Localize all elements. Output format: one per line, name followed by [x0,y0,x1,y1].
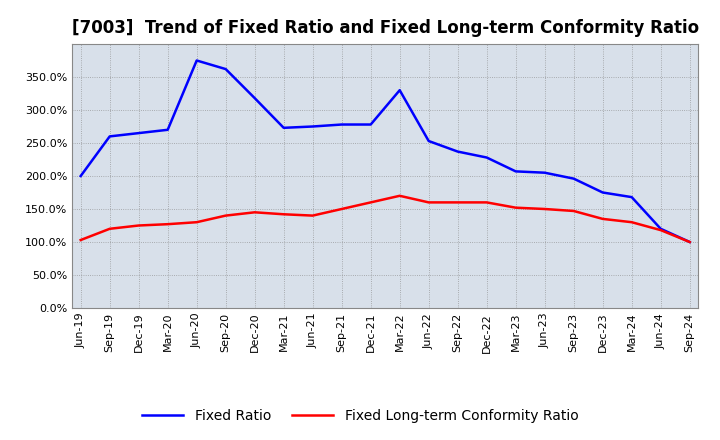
Fixed Ratio [105,134,114,139]
Fixed Long-term Conformity Ratio [135,223,143,228]
Fixed Long-term Conformity Ratio [454,200,462,205]
Fixed Long-term Conformity Ratio [685,239,694,245]
Fixed Long-term Conformity Ratio [541,206,549,212]
Fixed Ratio [627,194,636,200]
Fixed Ratio [511,169,520,174]
Fixed Ratio [366,122,375,127]
Fixed Ratio [685,239,694,245]
Fixed Long-term Conformity Ratio [192,220,201,225]
Fixed Ratio [338,122,346,127]
Fixed Long-term Conformity Ratio [163,221,172,227]
Fixed Ratio [454,149,462,154]
Fixed Ratio [482,155,491,160]
Fixed Long-term Conformity Ratio [627,220,636,225]
Fixed Long-term Conformity Ratio [366,200,375,205]
Fixed Ratio [598,190,607,195]
Fixed Long-term Conformity Ratio [338,206,346,212]
Fixed Ratio [395,88,404,93]
Fixed Long-term Conformity Ratio [395,193,404,198]
Fixed Long-term Conformity Ratio [424,200,433,205]
Fixed Long-term Conformity Ratio [221,213,230,218]
Fixed Ratio [221,66,230,72]
Fixed Long-term Conformity Ratio [482,200,491,205]
Fixed Ratio [570,176,578,181]
Fixed Long-term Conformity Ratio [76,238,85,243]
Fixed Long-term Conformity Ratio [279,212,288,217]
Legend: Fixed Ratio, Fixed Long-term Conformity Ratio: Fixed Ratio, Fixed Long-term Conformity … [136,403,584,429]
Fixed Ratio [192,58,201,63]
Fixed Ratio [657,226,665,231]
Title: [7003]  Trend of Fixed Ratio and Fixed Long-term Conformity Ratio: [7003] Trend of Fixed Ratio and Fixed Lo… [71,19,699,37]
Line: Fixed Ratio: Fixed Ratio [81,60,690,242]
Fixed Long-term Conformity Ratio [105,226,114,231]
Fixed Long-term Conformity Ratio [308,213,317,218]
Fixed Long-term Conformity Ratio [570,208,578,213]
Fixed Ratio [251,95,259,101]
Fixed Ratio [135,130,143,136]
Fixed Ratio [279,125,288,130]
Fixed Long-term Conformity Ratio [511,205,520,210]
Fixed Ratio [424,138,433,143]
Fixed Ratio [163,127,172,132]
Fixed Long-term Conformity Ratio [657,227,665,233]
Fixed Long-term Conformity Ratio [598,216,607,221]
Line: Fixed Long-term Conformity Ratio: Fixed Long-term Conformity Ratio [81,196,690,242]
Fixed Ratio [308,124,317,129]
Fixed Ratio [76,173,85,179]
Fixed Ratio [541,170,549,175]
Fixed Long-term Conformity Ratio [251,210,259,215]
